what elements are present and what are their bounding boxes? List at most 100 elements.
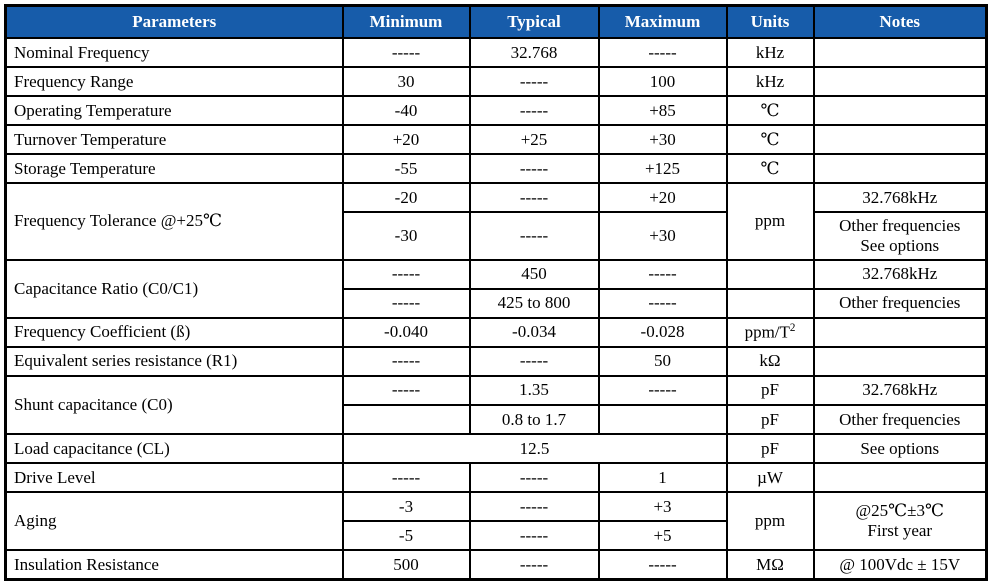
row-frequency-range: Frequency Range 30 ----- 100 kHz bbox=[4, 66, 988, 98]
aging-2-typ: ----- bbox=[468, 520, 600, 552]
col-header-notes: Notes bbox=[812, 4, 988, 39]
storage-temperature-notes bbox=[812, 153, 988, 185]
shunt-capacitance-1-units: pF bbox=[725, 374, 815, 406]
turnover-temperature-min: +20 bbox=[341, 124, 471, 156]
row-load-capacitance: Load capacitance (CL) 12.5 pF See option… bbox=[4, 433, 988, 465]
row-aging-2: -5 ----- +5 bbox=[6, 520, 987, 552]
turnover-temperature-param: Turnover Temperature bbox=[4, 124, 344, 156]
frequency-tolerance-param: Frequency Tolerance @+25℃ bbox=[4, 182, 344, 261]
frequency-tolerance-2-notes: Other frequencies See options bbox=[812, 211, 988, 261]
drive-level-param: Drive Level bbox=[4, 462, 344, 494]
aging-1-typ: ----- bbox=[468, 491, 600, 523]
nominal-frequency-units: kHz bbox=[725, 36, 815, 69]
shunt-capacitance-2-notes: Other frequencies bbox=[812, 403, 988, 436]
frequency-coefficient-notes bbox=[812, 316, 988, 348]
operating-temperature-max: +85 bbox=[597, 95, 728, 127]
turnover-temperature-max: +30 bbox=[597, 124, 728, 156]
capacitance-ratio-1-typ: 450 bbox=[468, 258, 600, 290]
drive-level-min: ----- bbox=[341, 462, 471, 494]
drive-level-units: µW bbox=[725, 462, 815, 494]
row-capacitance-ratio-2: ----- 425 to 800 ----- Other frequencies bbox=[6, 287, 988, 319]
row-turnover-temperature: Turnover Temperature +20 +25 +30 ℃ bbox=[4, 124, 988, 156]
capacitance-ratio-2-typ: 425 to 800 bbox=[468, 287, 600, 319]
row-esr: Equivalent series resistance (R1) ----- … bbox=[4, 345, 988, 377]
shunt-capacitance-2-min bbox=[341, 403, 471, 436]
aging-2-max: +5 bbox=[597, 520, 728, 552]
capacitance-ratio-1-units bbox=[725, 258, 815, 290]
insulation-resistance-notes: @ 100Vdc ± 15V bbox=[812, 549, 988, 581]
operating-temperature-notes bbox=[812, 95, 988, 127]
turnover-temperature-units: ℃ bbox=[725, 124, 815, 156]
capacitance-ratio-param: Capacitance Ratio (C0/C1) bbox=[4, 258, 344, 319]
aging-notes: @25℃±3℃ First year bbox=[812, 491, 988, 552]
frequency-coefficient-typ: -0.034 bbox=[468, 316, 600, 348]
nominal-frequency-min: ----- bbox=[341, 36, 471, 69]
shunt-capacitance-1-notes: 32.768kHz bbox=[812, 374, 988, 406]
insulation-resistance-typ: ----- bbox=[468, 549, 600, 581]
storage-temperature-units: ℃ bbox=[725, 153, 815, 185]
nominal-frequency-notes bbox=[812, 36, 988, 69]
frequency-range-notes bbox=[812, 66, 988, 98]
storage-temperature-min: -55 bbox=[341, 153, 471, 185]
capacitance-ratio-1-max: ----- bbox=[597, 258, 728, 290]
row-nominal-frequency: Nominal Frequency ----- 32.768 ----- kHz bbox=[4, 36, 988, 69]
drive-level-notes bbox=[812, 462, 988, 494]
shunt-capacitance-2-units: pF bbox=[725, 403, 815, 436]
shunt-capacitance-1-min: ----- bbox=[341, 374, 471, 406]
frequency-tolerance-1-max: +20 bbox=[597, 182, 728, 214]
operating-temperature-param: Operating Temperature bbox=[4, 95, 344, 127]
col-header-parameters: Parameters bbox=[4, 4, 344, 39]
aging-1-min: -3 bbox=[341, 491, 471, 523]
row-shunt-capacitance-2: 0.8 to 1.7 pF Other frequencies bbox=[6, 403, 988, 436]
frequency-coefficient-min: -0.040 bbox=[341, 316, 471, 348]
nominal-frequency-param: Nominal Frequency bbox=[4, 36, 344, 69]
frequency-coefficient-units-base: ppm/T bbox=[744, 322, 790, 342]
nominal-frequency-max: ----- bbox=[597, 36, 728, 69]
frequency-range-typ: ----- bbox=[468, 66, 600, 98]
load-capacitance-notes: See options bbox=[812, 433, 988, 465]
insulation-resistance-min: 500 bbox=[341, 549, 471, 581]
frequency-tolerance-2-notes-line1: Other frequencies bbox=[839, 215, 961, 235]
row-frequency-tolerance-2: -30 ----- +30 Other frequencies See opti… bbox=[6, 211, 988, 261]
frequency-tolerance-1-typ: ----- bbox=[468, 182, 600, 214]
col-header-maximum: Maximum bbox=[597, 4, 728, 39]
row-capacitance-ratio-1: Capacitance Ratio (C0/C1) ----- 450 ----… bbox=[4, 258, 988, 319]
frequency-tolerance-units: ppm bbox=[725, 182, 815, 261]
shunt-capacitance-2-max bbox=[597, 403, 728, 436]
row-frequency-coefficient: Frequency Coefficient (ß) -0.040 -0.034 … bbox=[4, 316, 988, 348]
frequency-range-units: kHz bbox=[725, 66, 815, 98]
row-insulation-resistance: Insulation Resistance 500 ----- ----- MΩ… bbox=[4, 549, 988, 581]
spec-table: Parameters Minimum Typical Maximum Units… bbox=[4, 4, 988, 581]
row-drive-level: Drive Level ----- ----- 1 µW bbox=[4, 462, 988, 494]
insulation-resistance-units: MΩ bbox=[725, 549, 815, 581]
frequency-coefficient-max: -0.028 bbox=[597, 316, 728, 348]
storage-temperature-max: +125 bbox=[597, 153, 728, 185]
turnover-temperature-typ: +25 bbox=[468, 124, 600, 156]
capacitance-ratio-1-notes: 32.768kHz bbox=[812, 258, 988, 290]
frequency-tolerance-2-min: -30 bbox=[341, 211, 471, 261]
storage-temperature-param: Storage Temperature bbox=[4, 153, 344, 185]
operating-temperature-min: -40 bbox=[341, 95, 471, 127]
aging-2-min: -5 bbox=[341, 520, 471, 552]
drive-level-max: 1 bbox=[597, 462, 728, 494]
operating-temperature-units: ℃ bbox=[725, 95, 815, 127]
frequency-coefficient-param: Frequency Coefficient (ß) bbox=[4, 316, 344, 348]
row-frequency-tolerance-1: Frequency Tolerance @+25℃ -20 ----- +20 … bbox=[4, 182, 988, 261]
frequency-tolerance-2-typ: ----- bbox=[468, 211, 600, 261]
row-aging-1: Aging -3 ----- +3 ppm @25℃±3℃ First year bbox=[4, 491, 988, 552]
drive-level-typ: ----- bbox=[468, 462, 600, 494]
shunt-capacitance-param: Shunt capacitance (C0) bbox=[4, 374, 344, 436]
esr-min: ----- bbox=[341, 345, 471, 377]
aging-notes-line1: @25℃±3℃ bbox=[855, 501, 945, 521]
col-header-typical: Typical bbox=[468, 4, 600, 39]
aging-1-max: +3 bbox=[597, 491, 728, 523]
frequency-tolerance-1-min: -20 bbox=[341, 182, 471, 214]
aging-param: Aging bbox=[4, 491, 344, 552]
turnover-temperature-notes bbox=[812, 124, 988, 156]
load-capacitance-units: pF bbox=[725, 433, 815, 465]
capacitance-ratio-2-notes: Other frequencies bbox=[812, 287, 988, 319]
shunt-capacitance-1-typ: 1.35 bbox=[468, 374, 600, 406]
esr-typ: ----- bbox=[468, 345, 600, 377]
storage-temperature-typ: ----- bbox=[468, 153, 600, 185]
capacitance-ratio-2-min: ----- bbox=[341, 287, 471, 319]
